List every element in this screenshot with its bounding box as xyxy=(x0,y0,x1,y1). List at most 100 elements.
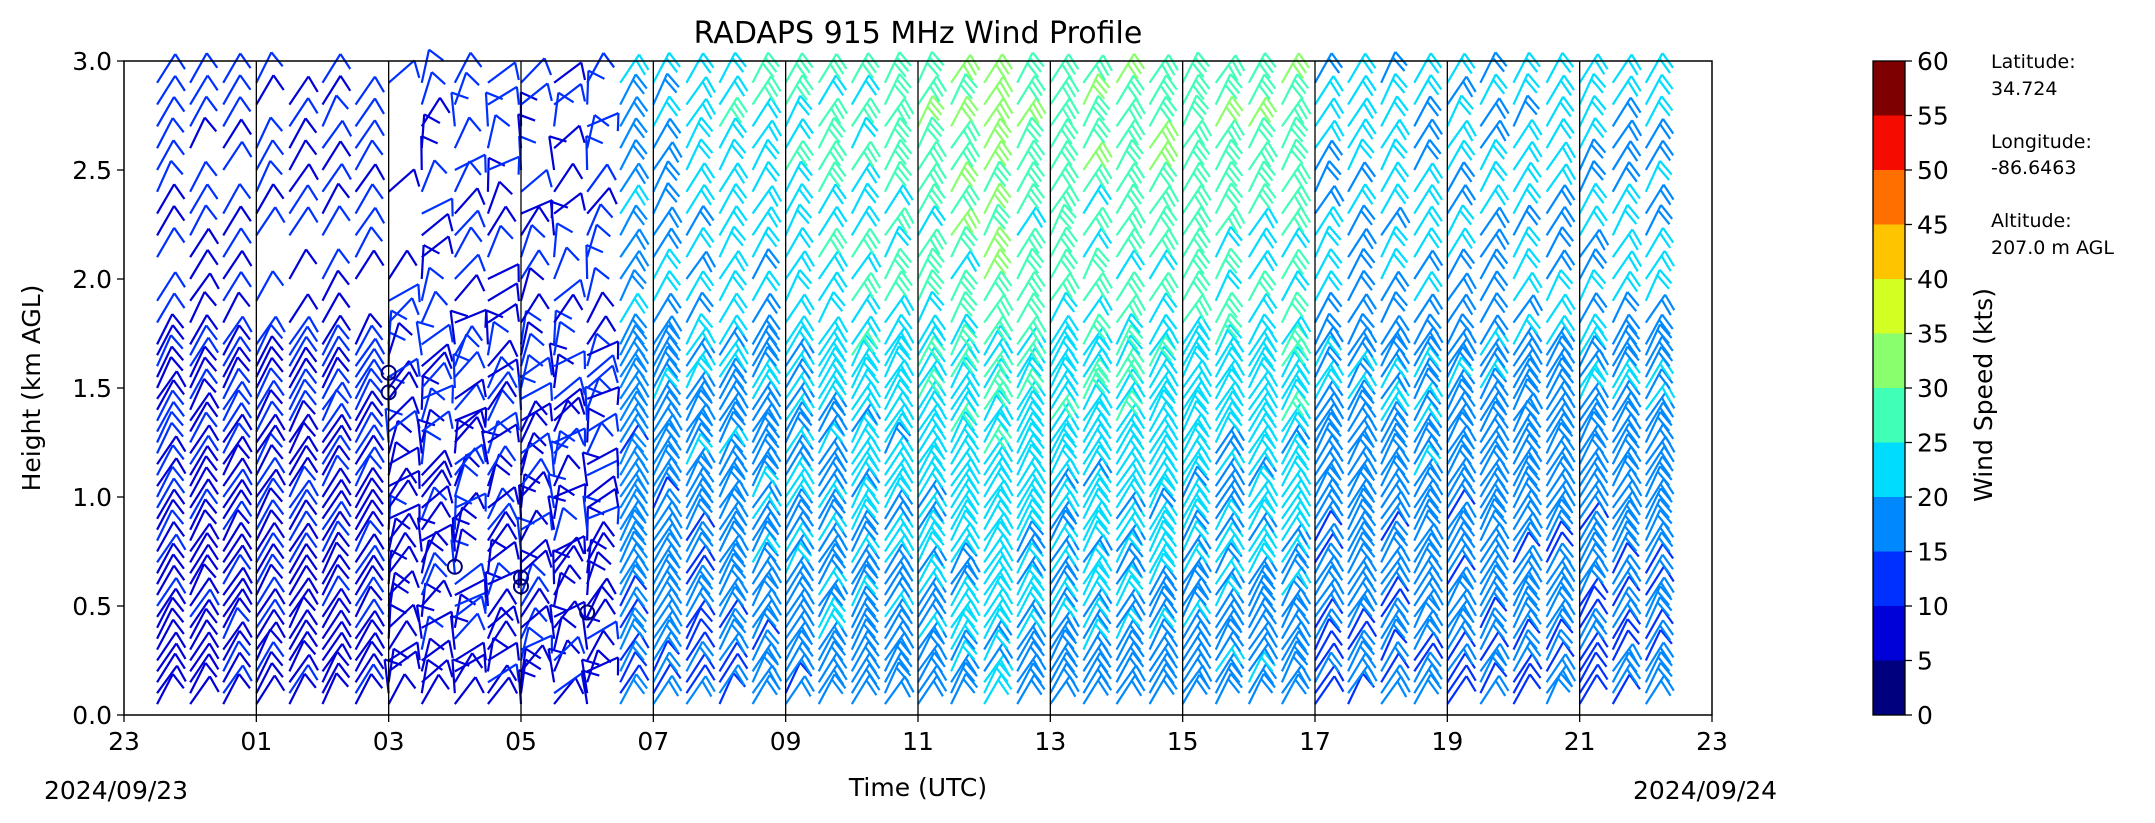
barb-flag xyxy=(336,324,350,340)
barb-staff xyxy=(784,381,806,411)
wind-barb xyxy=(288,445,318,476)
barb-staff xyxy=(520,381,552,400)
barb-flag xyxy=(443,460,453,478)
wind-barb xyxy=(1049,185,1080,215)
wind-barb xyxy=(552,91,575,127)
barb-flag xyxy=(305,445,318,461)
barb-flag xyxy=(633,607,647,623)
barb-staff xyxy=(321,490,343,520)
barb-staff xyxy=(549,201,556,236)
wind-barb xyxy=(586,656,620,676)
barb-flag xyxy=(206,314,219,331)
barb-staff xyxy=(453,116,471,149)
barb-flag xyxy=(566,639,581,655)
barb-flag xyxy=(271,553,285,570)
wind-barb xyxy=(950,467,981,498)
wind-barb xyxy=(454,612,486,640)
barb-staff xyxy=(387,545,411,574)
barb-flag xyxy=(767,161,781,177)
barb-staff xyxy=(453,463,466,498)
barb-staff xyxy=(652,270,671,302)
barb-staff xyxy=(321,402,343,433)
barb-staff xyxy=(189,117,206,149)
barb-flag xyxy=(408,545,419,563)
barb-flag xyxy=(766,396,779,413)
barb-flag xyxy=(304,389,317,406)
barb-flag xyxy=(305,619,318,636)
barb-staff xyxy=(718,608,737,640)
barb-flag xyxy=(374,544,386,562)
wind-barb xyxy=(916,51,945,84)
wind-barb xyxy=(486,320,510,356)
barb-staff xyxy=(784,575,804,607)
barb-flag xyxy=(665,384,679,401)
wind-barb xyxy=(222,588,253,618)
wind-barb xyxy=(222,500,253,531)
barb-staff xyxy=(156,631,177,662)
barb-flag xyxy=(275,468,286,486)
barb-flag xyxy=(798,439,811,456)
barb-flag xyxy=(527,626,544,640)
barb-flag xyxy=(770,75,782,93)
barb-staff xyxy=(189,435,210,465)
barb-flag xyxy=(271,499,285,516)
wind-barb xyxy=(420,97,451,127)
wind-barb xyxy=(685,184,716,215)
wind-barb xyxy=(652,367,680,400)
wind-barb xyxy=(1016,532,1046,563)
wind-barb xyxy=(421,659,454,684)
barb-flag xyxy=(305,357,318,374)
barb-flag xyxy=(420,135,439,145)
wind-barb xyxy=(883,435,914,465)
barb-flag xyxy=(763,525,777,541)
barb-flag xyxy=(241,381,253,398)
barb-flag xyxy=(733,618,747,634)
barb-flag xyxy=(373,76,385,93)
barb-flag xyxy=(238,597,252,614)
wind-barb xyxy=(850,532,881,563)
barb-staff xyxy=(453,495,457,530)
barb-flag xyxy=(337,368,351,384)
wind-barb xyxy=(156,75,186,106)
barb-staff xyxy=(685,586,704,618)
barb-flag xyxy=(799,560,812,577)
wind-barb xyxy=(652,141,683,171)
barb-flag xyxy=(238,183,252,200)
barb-staff xyxy=(685,446,707,476)
barb-flag xyxy=(538,293,550,310)
barb-staff xyxy=(387,322,400,356)
barb-staff xyxy=(354,653,375,683)
wind-barb xyxy=(520,607,548,640)
wind-barb xyxy=(1082,674,1113,705)
barb-flag xyxy=(767,211,779,228)
wind-barb xyxy=(288,248,318,280)
barb-staff xyxy=(685,564,704,596)
wind-barb xyxy=(156,477,186,509)
barb-flag xyxy=(800,375,812,392)
barb-flag xyxy=(269,389,284,405)
barb-flag xyxy=(242,577,253,595)
barb-staff xyxy=(156,587,177,618)
barb-staff xyxy=(519,354,530,389)
barb-flag xyxy=(372,663,385,680)
wind-barb xyxy=(354,554,385,585)
barb-staff xyxy=(354,368,372,400)
barb-staff xyxy=(586,315,607,346)
barb-staff xyxy=(520,587,541,618)
barb-staff xyxy=(718,357,737,389)
barb-flag xyxy=(597,649,612,664)
wind-barb xyxy=(553,535,587,555)
barb-flag xyxy=(580,192,587,211)
wind-barb xyxy=(354,76,385,106)
wind-barb xyxy=(685,116,714,149)
wind-barb xyxy=(288,293,319,324)
barb-staff xyxy=(288,631,309,662)
barb-staff xyxy=(189,228,210,258)
barb-flag xyxy=(665,624,679,640)
barb-staff xyxy=(718,337,740,367)
barb-staff xyxy=(751,226,770,258)
barb-flag xyxy=(549,403,554,422)
wind-barb xyxy=(619,651,648,683)
wind-barb xyxy=(751,541,780,574)
barb-flag xyxy=(403,673,417,690)
